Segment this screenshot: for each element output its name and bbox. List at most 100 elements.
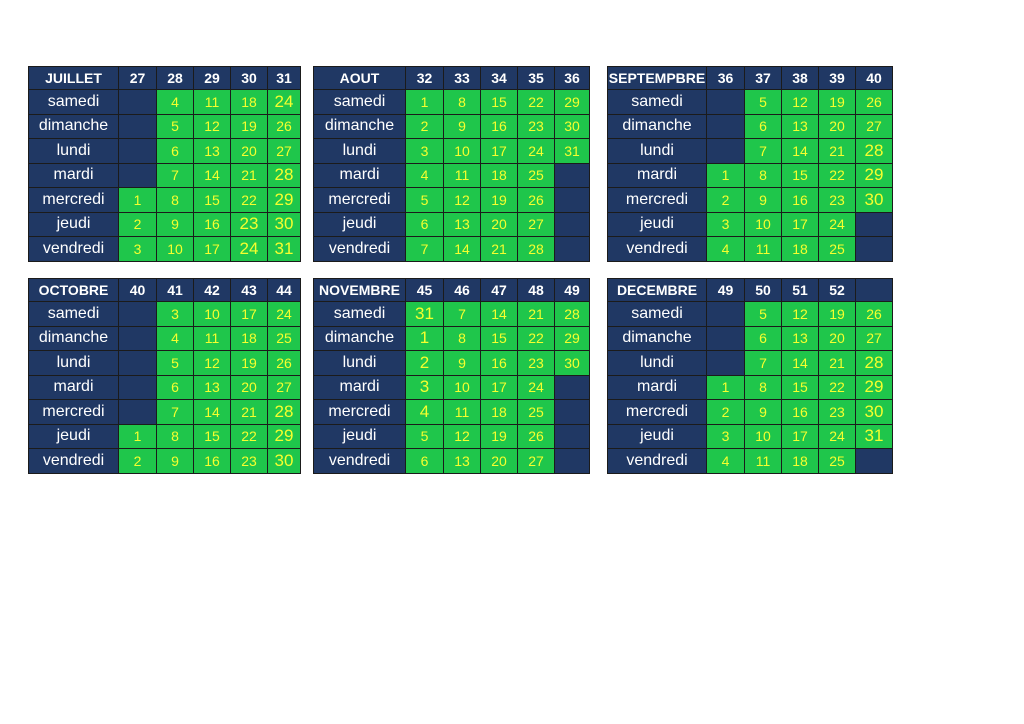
empty-cell (855, 448, 893, 474)
date-cell: 9 (156, 211, 194, 237)
date-cell: 23 (818, 187, 856, 213)
month-table-decembre: DECEMBRE 49 50 51 52 samedi 5 12 19 26 dimanche 6 13… (607, 278, 893, 474)
date-cell: 7 (744, 350, 782, 376)
date-cell: 2 (706, 187, 745, 213)
date-cell: 10 (156, 236, 194, 262)
date-cell: 13 (781, 325, 819, 351)
date-cell: 30 (267, 448, 301, 474)
date-cell: 31 (405, 301, 444, 327)
day-row-mercredi: mercredi 4 11 18 25 (313, 399, 590, 425)
week-number: 45 (405, 278, 444, 302)
date-cell: 12 (443, 187, 481, 213)
date-cell: 21 (480, 236, 518, 262)
date-cell: 13 (193, 374, 231, 400)
date-cell: 3 (706, 211, 745, 237)
week-number: 28 (156, 66, 194, 90)
date-cell: 16 (480, 113, 518, 139)
date-cell: 23 (230, 211, 268, 237)
date-cell: 24 (818, 211, 856, 237)
day-row-samedi: samedi 31 7 14 21 28 (313, 301, 590, 327)
month-table-novembre: NOVEMBRE 45 46 47 48 49 samedi 31 7 14 21 28 dimanch… (313, 278, 590, 474)
date-cell: 18 (480, 399, 518, 425)
date-cell: 9 (443, 350, 481, 376)
date-cell: 11 (443, 399, 481, 425)
weekday-label: samedi (28, 301, 119, 327)
weekday-label: mercredi (313, 187, 406, 213)
empty-cell (554, 162, 590, 188)
date-cell: 5 (156, 113, 194, 139)
day-row-dimanche: dimanche 6 13 20 27 (607, 325, 893, 351)
date-cell: 19 (480, 423, 518, 449)
weekday-label: vendredi (28, 236, 119, 262)
date-cell: 14 (781, 350, 819, 376)
week-number (855, 278, 893, 302)
date-cell: 20 (230, 138, 268, 164)
weekday-label: lundi (28, 350, 119, 376)
empty-cell (706, 113, 745, 139)
day-row-vendredi: vendredi 2 9 16 23 30 (28, 448, 301, 474)
date-cell: 31 (267, 236, 301, 262)
day-row-dimanche: dimanche 2 9 16 23 30 (313, 113, 590, 139)
month-name: AOUT (313, 66, 406, 90)
week-number: 49 (706, 278, 745, 302)
date-cell: 26 (855, 301, 893, 327)
date-cell: 30 (267, 211, 301, 237)
weekday-label: mardi (607, 162, 707, 188)
date-cell: 30 (855, 187, 893, 213)
date-cell: 1 (706, 162, 745, 188)
date-cell: 17 (230, 301, 268, 327)
date-cell: 20 (480, 211, 518, 237)
date-cell: 21 (818, 350, 856, 376)
date-cell: 28 (855, 138, 893, 164)
week-number: 33 (443, 66, 481, 90)
weekday-label: samedi (313, 301, 406, 327)
day-row-mardi: mardi 7 14 21 28 (28, 162, 301, 188)
week-number: 47 (480, 278, 518, 302)
date-cell: 2 (118, 448, 157, 474)
date-cell: 20 (818, 325, 856, 351)
date-cell: 16 (193, 211, 231, 237)
day-row-dimanche: dimanche 5 12 19 26 (28, 113, 301, 139)
week-number: 30 (230, 66, 268, 90)
empty-cell (118, 89, 157, 115)
month-name: NOVEMBRE (313, 278, 406, 302)
date-cell: 4 (156, 325, 194, 351)
date-cell: 23 (517, 113, 555, 139)
weekday-label: jeudi (28, 423, 119, 449)
date-cell: 21 (230, 399, 268, 425)
date-cell: 14 (193, 162, 231, 188)
date-cell: 7 (405, 236, 444, 262)
date-cell: 22 (517, 325, 555, 351)
date-cell: 8 (156, 187, 194, 213)
date-cell: 11 (744, 236, 782, 262)
date-cell: 31 (554, 138, 590, 164)
date-cell: 26 (517, 187, 555, 213)
date-cell: 4 (706, 236, 745, 262)
date-cell: 7 (156, 162, 194, 188)
date-cell: 15 (193, 423, 231, 449)
empty-cell (118, 350, 157, 376)
day-row-mardi: mardi 6 13 20 27 (28, 374, 301, 400)
week-number: 49 (554, 278, 590, 302)
date-cell: 22 (517, 89, 555, 115)
date-cell: 1 (405, 89, 444, 115)
day-row-jeudi: jeudi 3 10 17 24 31 (607, 423, 893, 449)
date-cell: 26 (267, 350, 301, 376)
date-cell: 3 (405, 138, 444, 164)
empty-cell (118, 162, 157, 188)
empty-cell (855, 236, 893, 262)
date-cell: 27 (517, 448, 555, 474)
date-cell: 9 (744, 399, 782, 425)
week-number: 48 (517, 278, 555, 302)
date-cell: 5 (156, 350, 194, 376)
day-row-jeudi: jeudi 6 13 20 27 (313, 211, 590, 237)
date-cell: 12 (443, 423, 481, 449)
date-cell: 16 (193, 448, 231, 474)
date-cell: 16 (781, 187, 819, 213)
date-cell: 10 (443, 138, 481, 164)
date-cell: 8 (443, 89, 481, 115)
week-number: 27 (118, 66, 157, 90)
day-row-samedi: samedi 5 12 19 26 (607, 89, 893, 115)
date-cell: 17 (480, 138, 518, 164)
